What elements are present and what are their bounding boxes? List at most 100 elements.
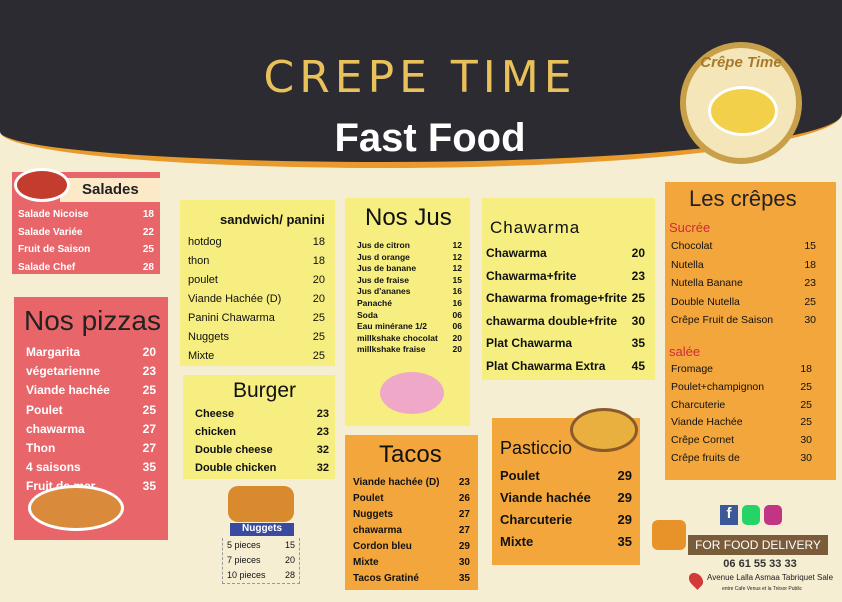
crepe-salee-item: Poulet+champignon 25 — [671, 379, 812, 397]
tacos-item: Viande hachée (D) 23 — [353, 475, 470, 491]
item-name: chawarma — [26, 421, 85, 436]
burger-section: Burger Cheese 23 chicken 23 Double cheese 32 D… — [183, 375, 335, 479]
item-price: 25 — [800, 416, 812, 429]
crepe-salee-item: Crêpe Cornet 30 — [671, 432, 812, 450]
delivery-scooter-icon — [652, 520, 686, 550]
pizza-item: végetarienne 23 — [26, 362, 156, 381]
item-price: 20 — [452, 332, 462, 343]
item-name: Jus de fraise — [357, 274, 409, 285]
item-name: Crêpe fruits de — [671, 451, 740, 464]
phone-number[interactable]: 06 61 55 33 33 — [723, 558, 797, 570]
item-name: Jus d orange — [357, 251, 410, 262]
salade-item: Salade Chef 28 — [18, 259, 154, 277]
item-price: 18 — [804, 258, 816, 271]
item-name: Plat Chawarma — [486, 336, 573, 351]
pasticcio-item: Mixte 35 — [500, 531, 632, 553]
sucree-title: Sucrée — [669, 220, 711, 235]
pizzas-title: Nos pizzas — [24, 305, 161, 336]
jus-item: Jus de fraise 15 — [357, 275, 462, 287]
item-name: Poulet — [353, 493, 384, 504]
item-price: 25 — [312, 350, 325, 362]
item-name: Chawarma+frite — [486, 268, 577, 283]
item-price: 29 — [458, 541, 470, 552]
item-price: 23 — [458, 477, 470, 488]
item-price: 35 — [631, 336, 645, 351]
crepe-salee-item: Viande Hachée 25 — [671, 414, 812, 432]
crepes-title: Les crêpes — [689, 186, 797, 211]
item-price: 20 — [142, 345, 156, 359]
item-price: 35 — [142, 479, 156, 494]
crepes-section: Les crêpes Sucrée Chocolat 15 Nutella 18 Nut… — [665, 182, 836, 480]
salade-item: Fruit de Saison 25 — [18, 241, 154, 259]
item-price: 29 — [617, 468, 632, 483]
item-name: Margarita — [26, 345, 81, 359]
item-price: 20 — [312, 274, 325, 286]
item-price: 25 — [312, 312, 325, 324]
crepe-salee-item: Crêpe fruits de 30 — [671, 450, 812, 468]
item-name: Mixte — [188, 350, 215, 362]
item-price: 28 — [284, 570, 295, 580]
item-name: Jus d'ananes — [357, 286, 411, 297]
item-name: Viande hachée — [26, 383, 110, 398]
item-price: 23 — [316, 408, 329, 420]
tacos-item: Poulet 26 — [353, 491, 470, 507]
burger-list: Cheese 23 chicken 23 Double cheese 32 Double c… — [183, 403, 335, 477]
item-price: 18 — [312, 236, 325, 248]
item-price: 25 — [804, 295, 816, 308]
crepe-sucree-item: Double Nutella 25 — [671, 293, 816, 312]
item-name: Nutella — [671, 258, 704, 271]
sandwich-item: thon 18 — [188, 252, 325, 271]
whatsapp-icon[interactable] — [742, 505, 760, 525]
item-price: 28 — [142, 261, 154, 273]
item-price: 26 — [458, 493, 470, 504]
pizza-item: chawarma 27 — [26, 420, 156, 439]
item-price: 18 — [142, 209, 154, 220]
item-price: 23 — [631, 268, 645, 283]
item-name: millkshake chocolat — [357, 332, 438, 343]
item-name: Chawarma fromage+frite — [486, 291, 628, 306]
burger-item: Cheese 23 — [195, 405, 329, 423]
tacos-title: Tacos — [379, 441, 442, 468]
item-price: 32 — [316, 462, 329, 474]
tacos-item: Mixte 30 — [353, 555, 470, 571]
sandwich-item: Viande Hachée (D) 20 — [188, 290, 325, 309]
sandwich-item: poulet 20 — [188, 271, 325, 290]
item-name: 5 pieces — [227, 540, 261, 550]
item-name: Crêpe Cornet — [671, 434, 735, 447]
item-name: hotdog — [188, 236, 222, 248]
pasticcio-item: Charcuterie 29 — [500, 509, 632, 531]
item-price: 22 — [142, 226, 154, 238]
nuggets-list: 5 pieces 15 7 pieces 20 10 pieces 28 — [222, 538, 300, 584]
address: Avenue Lalla Asmaa Tabriquet Sale — [707, 573, 834, 582]
item-name: Viande Hachée (D) — [188, 293, 282, 305]
item-name: Viande hachée — [500, 490, 591, 505]
item-name: Double Nutella — [671, 295, 740, 308]
crepe-salee-list: Fromage 18 Poulet+champignon 25 Charcuterie 2… — [665, 359, 836, 468]
pizza-item: Thon 27 — [26, 439, 156, 458]
facebook-icon[interactable]: f — [720, 505, 738, 525]
salad-image — [14, 168, 70, 202]
item-name: Viande Hachée — [671, 416, 743, 429]
item-name: Salade Nicoise — [18, 209, 89, 220]
chawarma-item: Plat Chawarma 35 — [486, 332, 645, 355]
jus-item: Jus d orange 12 — [357, 252, 462, 264]
item-price: 30 — [458, 557, 470, 568]
item-price: 25 — [800, 398, 812, 411]
item-price: 30 — [804, 314, 816, 327]
item-name: Charcuterie — [500, 512, 573, 527]
item-name: Soda — [357, 309, 378, 320]
pizza-item: 4 saisons 35 — [26, 458, 156, 477]
item-name: Viande hachée (D) — [353, 477, 440, 488]
instagram-icon[interactable] — [764, 505, 782, 525]
salades-title: Salades — [60, 178, 160, 202]
jus-item: Jus de citron 12 — [357, 240, 462, 252]
sandwich-item: Mixte 25 — [188, 347, 325, 366]
tacos-list: Viande hachée (D) 23 Poulet 26 Nuggets 27 chaw… — [345, 469, 478, 587]
item-price: 20 — [452, 344, 462, 355]
item-name: Eau minérane 1/2 — [357, 321, 427, 332]
location-pin-icon — [686, 570, 706, 590]
sandwich-item: hotdog 18 — [188, 233, 325, 252]
item-price: 35 — [458, 573, 470, 584]
item-price: 23 — [804, 277, 816, 290]
item-price: 06 — [452, 309, 462, 320]
